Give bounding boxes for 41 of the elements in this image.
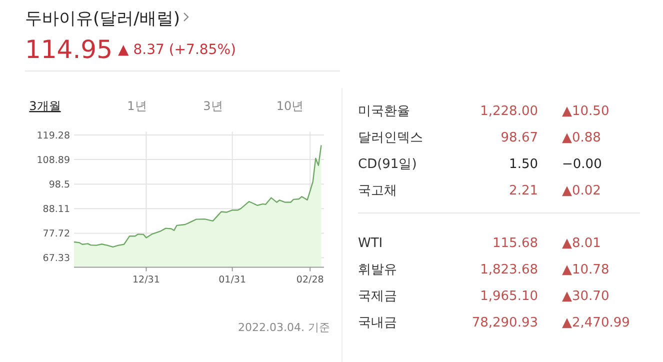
- text: 달러인덱스: [358, 130, 423, 146]
- chart-subtitle: 114.95: [25, 35, 112, 64]
- text: ▲0.88: [562, 130, 601, 146]
- text: 1.50: [509, 157, 538, 172]
- text: −0.00: [562, 157, 602, 172]
- text: 1,965.10: [480, 289, 538, 304]
- text: 10년: [276, 99, 304, 113]
- text: 1,823.68: [480, 262, 538, 278]
- y-tick-label: 98.5: [48, 179, 70, 190]
- text: ▲30.70: [562, 289, 610, 304]
- y-tick-label: 108.89: [36, 154, 70, 166]
- text: ▲8.01: [562, 236, 601, 251]
- text: ▲2,470.99: [562, 316, 630, 330]
- y-tick-label: 77.72: [42, 228, 70, 240]
- y-tick-label: 67.33: [42, 253, 70, 264]
- text: ▲0.02: [562, 184, 601, 198]
- text: CD(91일): [358, 157, 417, 172]
- y-tick-label: 119.28: [36, 130, 70, 142]
- text: ▲10.50: [562, 104, 610, 119]
- text: 국제금: [358, 289, 397, 304]
- text: 115.68: [492, 236, 538, 251]
- x-tick-label: 12/31: [132, 274, 160, 286]
- text: 98.67: [500, 130, 538, 146]
- text: ▲ 8.37 (+7.85%): [118, 42, 236, 58]
- text: WTI: [358, 236, 383, 251]
- text: 2.21: [509, 184, 538, 198]
- text: 미국환율: [358, 104, 410, 119]
- text: 국고채: [358, 184, 397, 198]
- text: ▲10.78: [562, 262, 610, 278]
- text: 국내금: [358, 316, 397, 330]
- x-tick-label: 02/28: [296, 274, 324, 286]
- text: 78,290.93: [472, 316, 538, 330]
- x-tick-label: 01/31: [218, 274, 246, 286]
- text: 1,228.00: [480, 104, 538, 119]
- text: 2022.03.04. 기준: [238, 321, 330, 334]
- text: 3개월: [29, 99, 61, 113]
- chart-title: 두바이유(달러/배럴): [25, 9, 180, 29]
- text: 휘발유: [358, 262, 397, 278]
- y-tick-label: 88.11: [42, 204, 70, 215]
- text: 1년: [127, 99, 147, 113]
- text: 3년: [203, 99, 223, 113]
